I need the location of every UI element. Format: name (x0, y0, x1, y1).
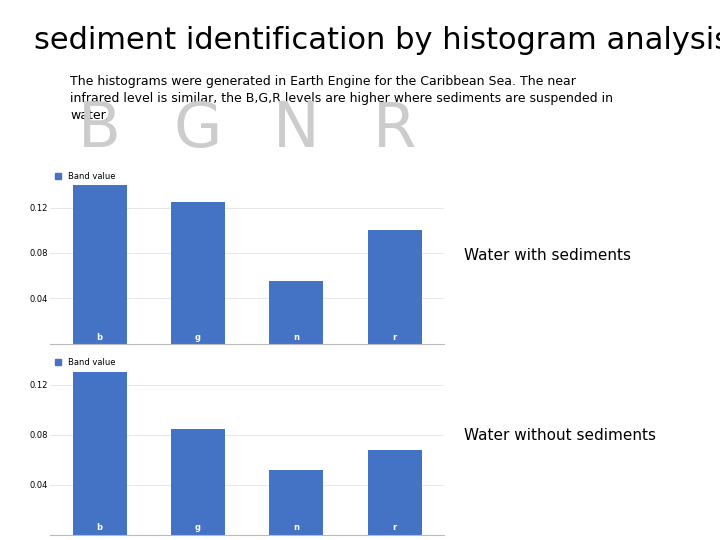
Text: g: g (195, 523, 201, 532)
Bar (368, 230, 422, 344)
Text: Water with sediments: Water with sediments (464, 248, 631, 264)
Text: b: b (96, 333, 102, 342)
Text: sediment identification by histogram analysis: sediment identification by histogram ana… (34, 26, 720, 55)
Legend: Band value: Band value (55, 172, 115, 181)
Bar (171, 429, 225, 535)
Text: b: b (96, 523, 102, 532)
Bar (269, 470, 323, 535)
Bar (368, 450, 422, 535)
Bar (171, 202, 225, 344)
Text: The histograms were generated in Earth Engine for the Caribbean Sea. The near
in: The histograms were generated in Earth E… (71, 75, 613, 122)
Text: g: g (195, 333, 201, 342)
Bar (73, 185, 127, 344)
Text: r: r (392, 333, 397, 342)
Bar (73, 373, 127, 535)
Text: Water without sediments: Water without sediments (464, 428, 656, 443)
Text: r: r (392, 523, 397, 532)
Text: N: N (273, 100, 320, 160)
Legend: Band value: Band value (55, 358, 115, 367)
Bar (269, 281, 323, 344)
Text: B: B (78, 100, 121, 160)
Text: R: R (373, 100, 416, 160)
Text: n: n (293, 523, 300, 532)
Text: n: n (293, 333, 300, 342)
Text: G: G (174, 100, 222, 160)
